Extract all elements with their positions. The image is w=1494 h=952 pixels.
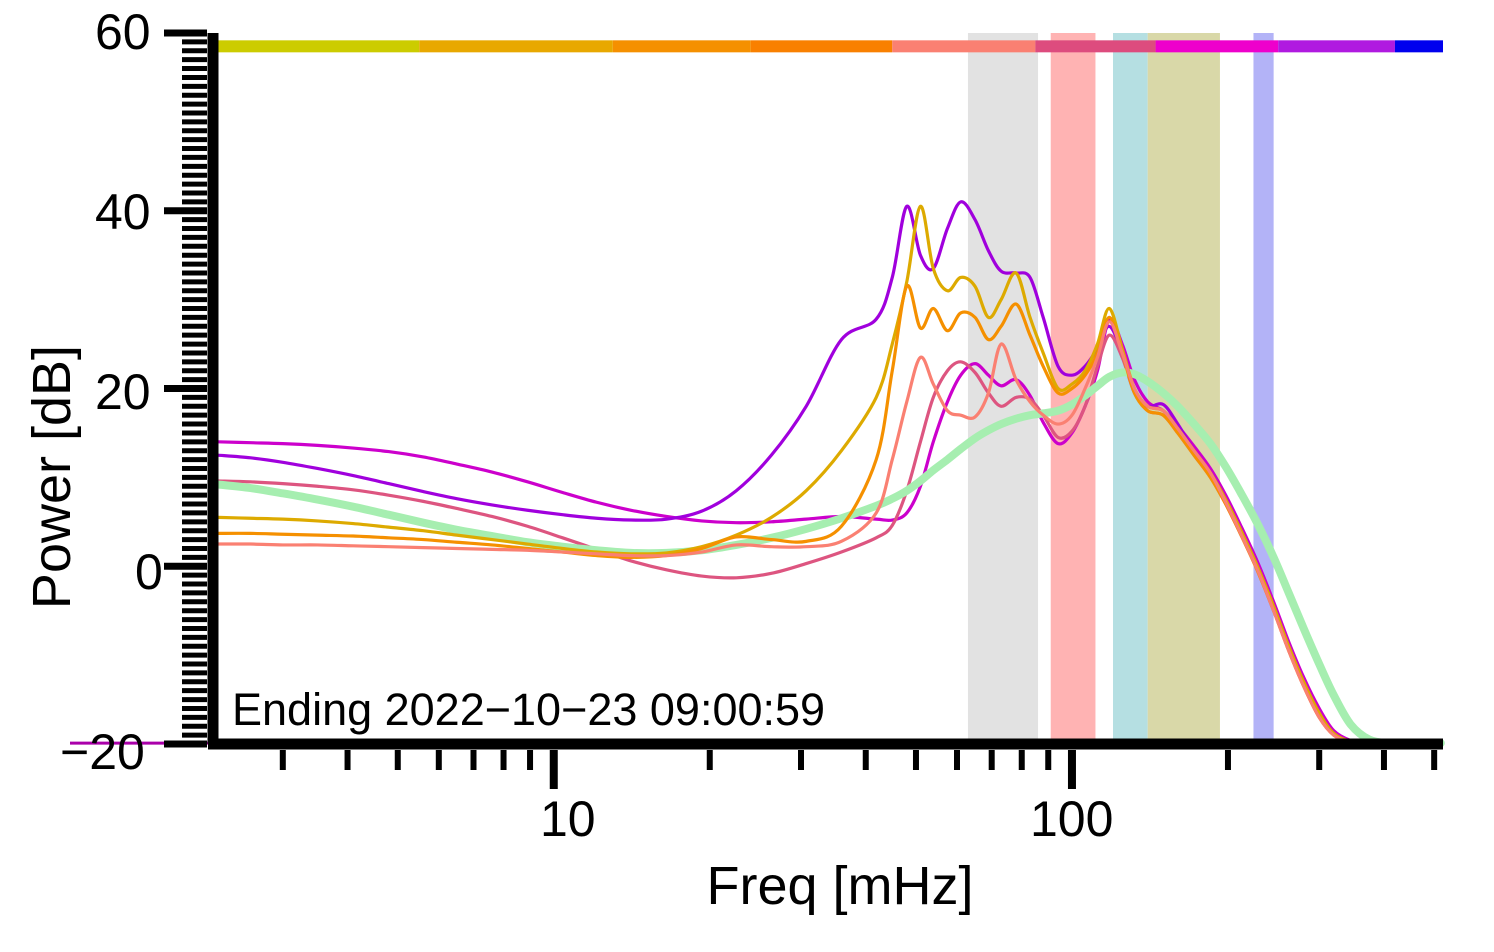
colorbar-segment-3 bbox=[750, 40, 893, 53]
x-tick-label-100: 100 bbox=[1030, 791, 1114, 847]
band-lightblue bbox=[1112, 33, 1148, 744]
y-tick-label-60: 60 bbox=[95, 4, 151, 60]
colorbar-segment-8 bbox=[1394, 40, 1443, 53]
x-tick-label-10: 10 bbox=[540, 791, 596, 847]
colorbar-segment-0 bbox=[213, 40, 420, 53]
ending-timestamp-annotation: Ending 2022−10−23 09:00:59 bbox=[232, 684, 826, 735]
y-tick-label-0: 0 bbox=[135, 544, 163, 600]
band-gray bbox=[967, 33, 1039, 744]
y-tick-label-40: 40 bbox=[95, 184, 151, 240]
colorbar-segment-6 bbox=[1155, 40, 1279, 53]
colorbar-segment-1 bbox=[419, 40, 613, 53]
colorbar-segment-2 bbox=[612, 40, 751, 53]
x-axis-label: Freq [mHz] bbox=[706, 856, 974, 916]
spectrum-lightgreen bbox=[214, 368, 1445, 748]
spectrum-salmon bbox=[216, 320, 1443, 745]
y-axis-label: Power [dB] bbox=[22, 344, 82, 610]
y-tick-label-20: 20 bbox=[95, 364, 151, 420]
y-tick-label-minus-20: −20 bbox=[60, 724, 145, 780]
colorbar-segment-7 bbox=[1278, 40, 1395, 53]
colorbar-segment-5 bbox=[1035, 40, 1156, 53]
band-periwinkle bbox=[1253, 33, 1274, 744]
colorbar-segment-4 bbox=[892, 40, 1036, 53]
